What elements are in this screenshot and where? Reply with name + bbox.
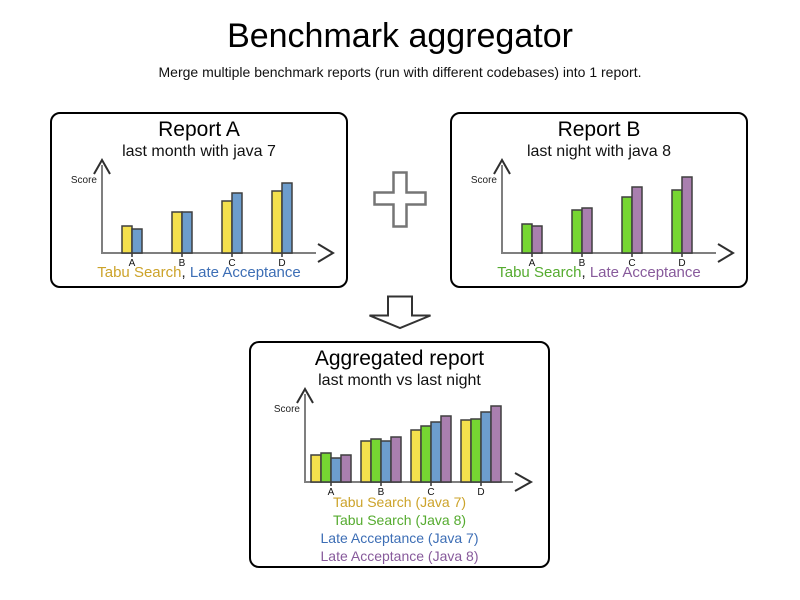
legend-entry: Tabu Search (Java 8): [332, 512, 467, 528]
svg-text:A: A: [129, 258, 136, 269]
report-a-legend: Tabu Search, Late Acceptance: [52, 264, 346, 282]
report-a-title: Report A: [158, 118, 240, 141]
svg-text:B: B: [378, 487, 385, 498]
aggregated-report-subtitle: last month vs last night: [318, 372, 481, 389]
svg-text:D: D: [477, 487, 484, 498]
aggregated-report-bar-chart: Score A B C D: [274, 387, 534, 498]
report-b-panel: Report B last night with java 8 Score A B C…: [450, 112, 748, 288]
legend-entry: Tabu Search: [97, 264, 182, 281]
svg-text:A: A: [328, 487, 335, 498]
aggregated-report-title: Aggregated report: [314, 347, 485, 370]
legend-entry: Late Acceptance: [189, 264, 301, 281]
report-a-panel: Report A last month with java 7 Score A B C…: [50, 112, 348, 288]
report-b-title: Report B: [557, 118, 641, 141]
report-a-subtitle: last month with java 7: [122, 143, 276, 160]
page-subtitle: Merge multiple benchmark reports (run wi…: [158, 64, 642, 80]
report-b-bar-chart: Score A B C D: [471, 158, 735, 269]
report-a-bar-chart: Score A B C D: [71, 158, 335, 269]
legend-separator: ,: [581, 264, 590, 281]
svg-text:B: B: [179, 258, 186, 269]
svg-text:Score: Score: [274, 404, 301, 415]
arrow-down-icon: [369, 295, 431, 330]
svg-text:D: D: [678, 258, 685, 269]
legend-entry: Tabu Search (Java 7): [332, 494, 467, 510]
report-b-subtitle: last night with java 8: [526, 143, 672, 160]
legend-entry: Late Acceptance (Java 8): [320, 548, 479, 564]
svg-text:B: B: [579, 258, 586, 269]
report-b-legend: Tabu Search, Late Acceptance: [452, 264, 746, 282]
svg-text:C: C: [427, 487, 434, 498]
svg-text:Score: Score: [71, 175, 98, 186]
page-title: Benchmark aggregator: [227, 17, 573, 55]
svg-text:C: C: [628, 258, 635, 269]
svg-text:Score: Score: [471, 175, 498, 186]
aggregated-report-panel: Aggregated report last month vs last nig…: [249, 341, 550, 568]
svg-text:A: A: [529, 258, 536, 269]
legend-entry: Late Acceptance: [589, 264, 701, 281]
aggregated-report-legend: Tabu Search (Java 7) Tabu Search (Java 8)…: [251, 493, 548, 565]
legend-separator: ,: [181, 264, 190, 281]
legend-entry: Tabu Search: [497, 264, 582, 281]
legend-entry: Late Acceptance (Java 7): [320, 530, 479, 546]
svg-text:C: C: [228, 258, 235, 269]
plus-icon: [373, 171, 427, 228]
svg-text:D: D: [278, 258, 285, 269]
